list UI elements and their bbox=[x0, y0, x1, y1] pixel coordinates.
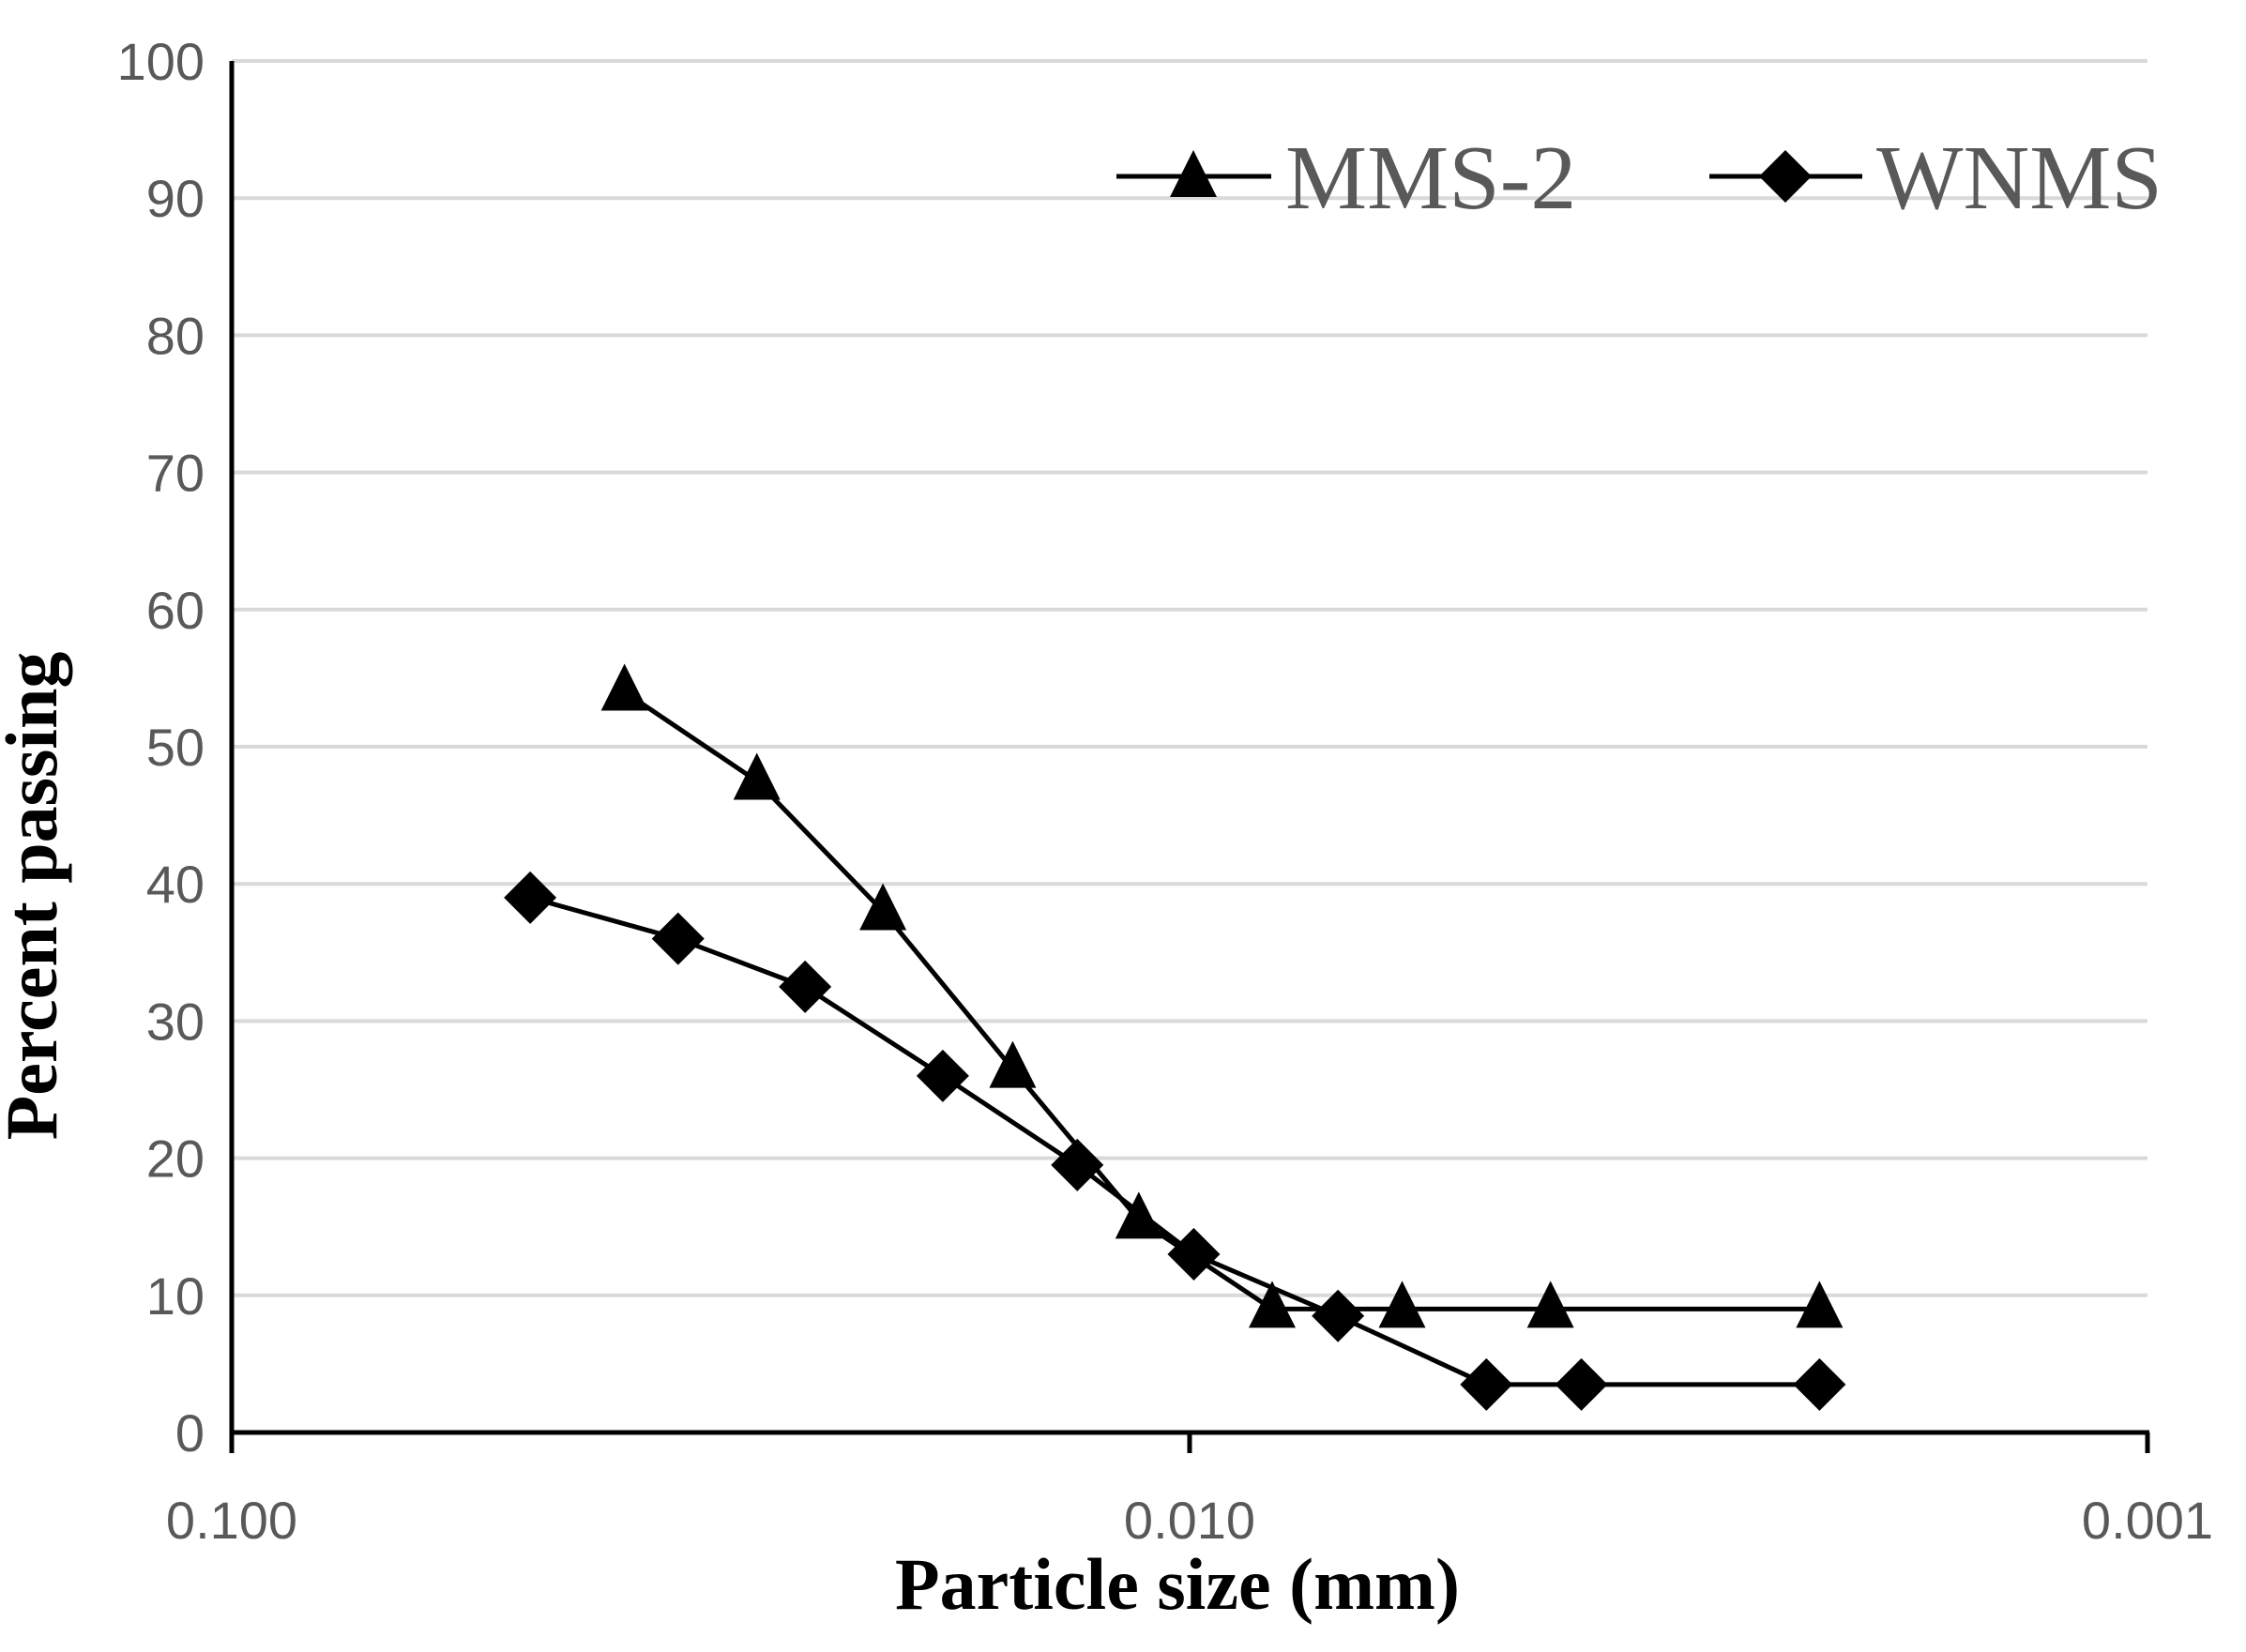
x-tick-label-2: 0.001 bbox=[2082, 1491, 2213, 1550]
legend-label-wnms: WNMS bbox=[1876, 128, 2163, 229]
series-mms-2 bbox=[600, 663, 1844, 1328]
series-wnms bbox=[504, 871, 1846, 1411]
data-point-mms-2-0 bbox=[600, 663, 648, 711]
legend: MMS-2 WNMS bbox=[1116, 128, 2163, 229]
grid-lines bbox=[232, 59, 2147, 1297]
data-point-mms-2-1 bbox=[733, 752, 781, 800]
data-point-mms-2-6 bbox=[1378, 1281, 1426, 1328]
y-tick-label-10: 10 bbox=[146, 1266, 205, 1326]
legend-marker-diamond-icon bbox=[1759, 150, 1812, 203]
y-tick-label-0: 0 bbox=[175, 1403, 205, 1463]
data-point-wnms-9 bbox=[1793, 1357, 1846, 1411]
data-point-wnms-4 bbox=[1051, 1138, 1104, 1191]
series-layer bbox=[504, 663, 1846, 1411]
y-tick-label-80: 80 bbox=[146, 306, 205, 365]
y-tick-label-100: 100 bbox=[117, 32, 205, 91]
data-point-mms-2-8 bbox=[1796, 1281, 1844, 1328]
series-line-wnms bbox=[529, 895, 1820, 1387]
y-tick-label-60: 60 bbox=[146, 581, 205, 640]
y-tick-label-30: 30 bbox=[146, 992, 205, 1051]
legend-item-mms-2: MMS-2 bbox=[1116, 128, 1576, 229]
axes bbox=[229, 61, 2150, 1453]
y-tick-label-50: 50 bbox=[146, 718, 205, 777]
x-tick-label-1: 0.010 bbox=[1124, 1491, 1255, 1550]
legend-marker-triangle-icon bbox=[1170, 150, 1217, 197]
y-tick-label-20: 20 bbox=[146, 1129, 205, 1189]
data-point-mms-2-2 bbox=[859, 883, 907, 931]
data-point-wnms-6 bbox=[1312, 1289, 1365, 1342]
data-point-wnms-7 bbox=[1460, 1357, 1513, 1411]
data-point-mms-2-7 bbox=[1526, 1281, 1574, 1328]
y-tick-label-70: 70 bbox=[146, 444, 205, 503]
data-point-mms-2-4 bbox=[1115, 1191, 1162, 1239]
x-tick-labels: 0.100 0.010 0.001 bbox=[166, 1491, 2213, 1550]
data-point-wnms-1 bbox=[651, 912, 705, 965]
y-tick-label-90: 90 bbox=[146, 169, 205, 228]
data-point-wnms-3 bbox=[916, 1049, 969, 1102]
x-axis-title: Particle size (mm) bbox=[895, 1543, 1460, 1625]
y-axis-title: Percent passing bbox=[0, 652, 72, 1141]
data-point-wnms-8 bbox=[1555, 1357, 1608, 1411]
x-tick-label-0: 0.100 bbox=[166, 1491, 297, 1550]
legend-item-wnms: WNMS bbox=[1709, 128, 2163, 229]
data-point-mms-2-3 bbox=[989, 1040, 1037, 1088]
data-point-wnms-0 bbox=[504, 871, 557, 924]
data-point-wnms-2 bbox=[779, 960, 832, 1013]
data-point-wnms-5 bbox=[1167, 1227, 1221, 1281]
y-tick-labels: 0 10 20 30 40 50 60 70 80 90 100 bbox=[117, 32, 205, 1463]
y-tick-label-40: 40 bbox=[146, 855, 205, 914]
data-point-mms-2-5 bbox=[1248, 1281, 1296, 1328]
legend-label-mms-2: MMS-2 bbox=[1285, 128, 1576, 229]
